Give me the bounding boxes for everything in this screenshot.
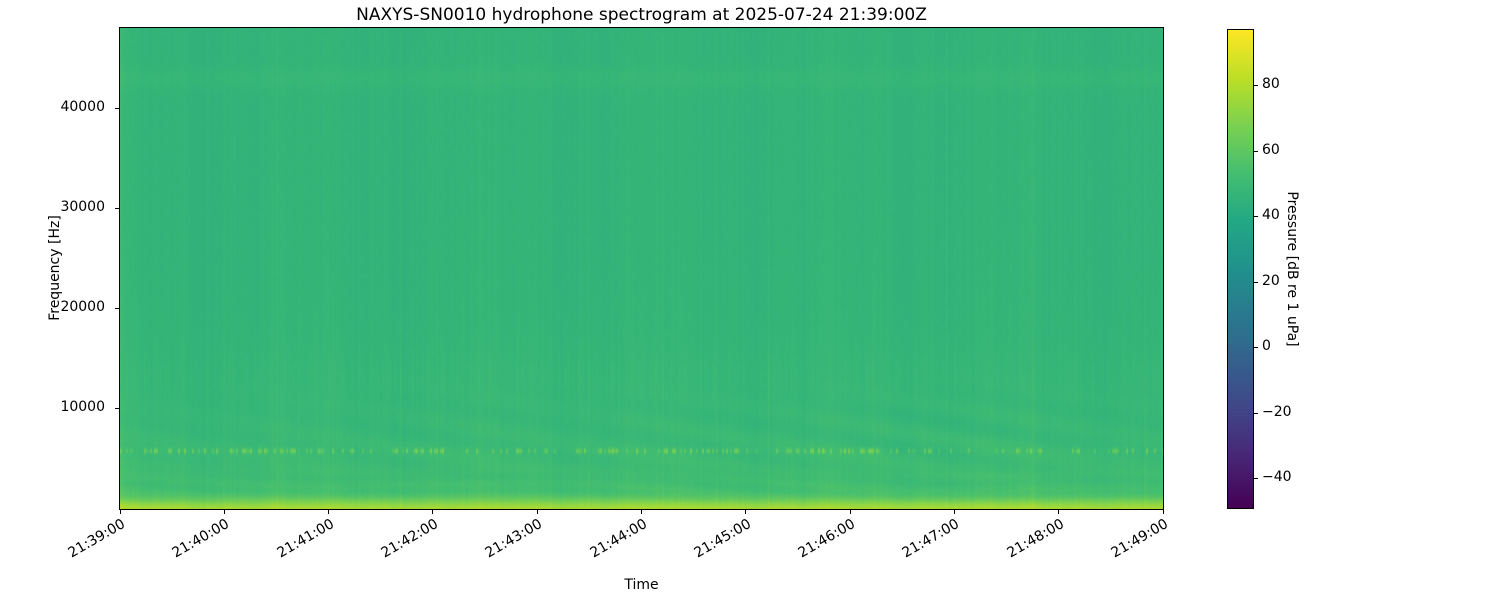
x-tick-label: 21:48:00 xyxy=(1004,516,1067,562)
x-tick-mark xyxy=(953,510,955,514)
x-tick-mark xyxy=(745,510,747,514)
spectrogram-heatmap xyxy=(120,28,1163,509)
x-tick-label: 21:43:00 xyxy=(482,516,546,562)
colorbar-tick-label: 0 xyxy=(1262,338,1271,355)
x-tick-label: 21:39:00 xyxy=(65,516,128,562)
y-tick-mark xyxy=(115,207,119,209)
x-tick-mark xyxy=(1058,510,1060,514)
colorbar-tick-mark xyxy=(1254,478,1258,480)
colorbar-tick-mark xyxy=(1254,216,1258,218)
x-tick-mark xyxy=(328,510,330,514)
colorbar-tick-label: 40 xyxy=(1262,207,1280,224)
y-tick-label: 30000 xyxy=(60,198,105,215)
colorbar-gradient xyxy=(1228,30,1253,508)
colorbar-tick-label: 60 xyxy=(1262,141,1280,158)
y-tick-mark xyxy=(115,408,119,410)
colorbar-tick-label: −40 xyxy=(1262,469,1292,486)
colorbar-tick-mark xyxy=(1254,347,1258,349)
x-tick-label: 21:46:00 xyxy=(795,516,859,562)
colorbar-label: Pressure [dB re 1 uPa] xyxy=(1284,191,1300,347)
x-tick-label: 21:42:00 xyxy=(378,516,441,562)
x-tick-label: 21:41:00 xyxy=(274,516,337,562)
chart-title: NAXYS-SN0010 hydrophone spectrogram at 2… xyxy=(356,5,927,25)
x-tick-mark xyxy=(432,510,434,514)
x-tick-mark xyxy=(223,510,225,514)
y-tick-label: 40000 xyxy=(60,98,105,115)
x-tick-label: 21:44:00 xyxy=(587,516,650,562)
colorbar-tick-mark xyxy=(1254,281,1258,283)
x-tick-label: 21:47:00 xyxy=(899,516,963,562)
x-tick-mark xyxy=(641,510,642,514)
x-tick-label: 21:49:00 xyxy=(1108,516,1171,562)
colorbar-tick-mark xyxy=(1254,150,1258,152)
x-tick-mark xyxy=(849,510,851,514)
colorbar-tick-mark xyxy=(1254,412,1258,414)
y-tick-label: 20000 xyxy=(60,299,105,316)
x-tick-mark xyxy=(1162,510,1164,514)
x-tick-label: 21:45:00 xyxy=(691,516,754,562)
colorbar-tick-label: 80 xyxy=(1262,76,1280,93)
y-tick-mark xyxy=(115,308,119,310)
colorbar-tick-label: −20 xyxy=(1262,403,1292,420)
colorbar-tick-label: 20 xyxy=(1262,272,1280,289)
y-tick-mark xyxy=(115,107,119,109)
x-tick-mark xyxy=(119,510,121,514)
y-tick-label: 10000 xyxy=(60,399,105,416)
x-tick-mark xyxy=(536,510,538,514)
x-tick-label: 21:40:00 xyxy=(169,516,233,562)
x-axis-label: Time xyxy=(624,577,659,593)
colorbar-tick-mark xyxy=(1254,85,1258,87)
